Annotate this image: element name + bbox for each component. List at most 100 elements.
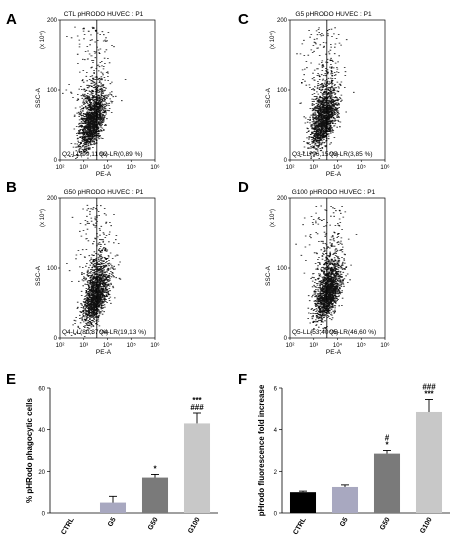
significance-marker: * [153,464,157,473]
category-label: G5 [339,516,350,528]
x-axis-label: PE-A [326,349,342,356]
y-tick-label: 200 [277,196,288,202]
category-label: CTRL [292,516,308,536]
panel-letter: C [238,11,249,28]
bar [99,502,127,513]
panel-letter: E [6,371,16,388]
y-tick-label: 0 [42,512,46,518]
x-tick-label: 10⁴ [333,342,343,349]
category-label: CTRL [60,516,76,536]
category-label: G50 [379,516,392,531]
x-tick-label: 10² [56,343,65,349]
bar [331,486,359,513]
y-tick-label: 200 [47,196,58,202]
plot-title: G50 pHRODO HUVEC : P1 [64,189,144,196]
category-label: G100 [187,516,202,534]
plot-title: CTL pHRODO HUVEC : P1 [64,11,144,18]
x-tick-label: 10⁵ [127,342,137,349]
y-tick-label: 60 [38,387,45,393]
y-axis-exponent: (x 10⁴) [269,209,276,227]
x-tick-label: 10⁶ [150,164,160,171]
y-tick-label: 40 [38,428,45,434]
flow-panel-c: C G5 pHRODO HUVEC : P1 Q3-LL(96,15 %)Q3-LR… [238,11,390,178]
x-axis-label: PE-A [96,171,112,178]
panel-letter: D [238,179,249,196]
bar [183,423,211,513]
x-tick-label: 10³ [79,165,88,171]
x-tick-label: 10² [286,165,295,171]
y-axis-label: SSC-A [265,265,272,286]
category-label: G50 [147,516,160,531]
y-tick-label: 2 [274,470,278,476]
x-tick-label: 10⁴ [103,342,113,349]
significance-marker: *** [192,396,202,405]
y-tick-label: 0 [284,336,288,342]
x-tick-label: 10⁴ [333,164,343,171]
y-axis-exponent: (x 10⁴) [39,209,46,227]
x-tick-label: 10⁵ [357,342,367,349]
bar [141,477,169,513]
plot-title: G5 pHRODO HUVEC : P1 [295,11,372,18]
significance-marker: ### [190,403,204,412]
y-axis-label: % pHRodo phagocytic cells [25,397,34,502]
flow-panel-b: B G50 pHRODO HUVEC : P1 Q4-LL(80,87 %)Q4-L… [6,179,160,356]
y-axis-label: SSC-A [35,265,42,286]
significance-marker: ### [422,382,436,391]
y-axis-label: SSC-A [265,87,272,108]
y-axis-label: SSC-A [35,87,42,108]
y-tick-label: 4 [274,428,278,434]
y-tick-label: 200 [277,18,288,24]
y-axis-label: pHrodo fluorescence fold increase [257,384,266,516]
quadrant-ll-label: Q3-LL(96,15 %) [292,151,338,158]
quadrant-lr-label: Q4-LR(19,13 %) [99,329,146,336]
plot-frame [289,19,386,161]
x-tick-label: 10⁶ [380,342,390,349]
quadrant-ll-label: Q4-LL(80,87 %) [62,329,108,336]
x-tick-label: 10⁶ [150,342,160,349]
scatter-dots [66,204,122,337]
x-tick-label: 10³ [309,165,318,171]
scatter-dots [296,27,355,159]
scatter-dots [295,205,358,333]
flow-panel-a: A CTL pHRODO HUVEC : P1 Q2-LL(99,11 %)Q2-L… [6,11,160,178]
panel-letter: A [6,11,17,28]
category-label: G5 [107,516,118,528]
bar [373,453,401,513]
quadrant-lr-label: Q5-LR(46,60 %) [329,329,376,336]
panel-letter: F [238,371,247,388]
y-tick-label: 0 [274,512,278,518]
x-tick-label: 10⁶ [380,164,390,171]
plot-frame [289,197,386,339]
y-tick-label: 0 [284,158,288,164]
x-tick-label: 10³ [79,343,88,349]
y-tick-label: 6 [274,387,278,393]
x-tick-label: 10³ [309,343,318,349]
x-tick-label: 10⁴ [103,164,113,171]
y-tick-label: 100 [277,88,288,94]
x-axis-label: PE-A [326,171,342,178]
x-tick-label: 10² [286,343,295,349]
significance-marker: # [385,434,390,443]
plot-title: G100 pHRODO HUVEC : P1 [292,189,376,196]
bar [289,492,317,513]
y-tick-label: 100 [277,266,288,272]
significance-marker: * [385,441,389,450]
y-tick-label: 0 [54,336,58,342]
quadrant-lr-label: Q3-LR(3,85 %) [329,151,373,158]
x-tick-label: 10² [56,165,65,171]
flow-panel-d: D G100 pHRODO HUVEC : P1 Q5-LL(53,40 %)Q5-… [238,179,390,356]
y-tick-label: 200 [47,18,58,24]
y-axis-exponent: (x 10⁴) [269,31,276,49]
y-axis-exponent: (x 10⁴) [39,31,46,49]
quadrant-ll-label: Q5-LL(53,40 %) [292,329,338,336]
scatter-dots [62,26,127,159]
y-tick-label: 100 [47,266,58,272]
quadrant-ll-label: Q2-LL(99,11 %) [62,151,108,158]
x-axis-label: PE-A [96,349,112,356]
y-tick-label: 0 [54,158,58,164]
x-tick-label: 10⁵ [127,164,137,171]
bar-chart-f: F 0 2 4 6 pHrodo fluorescence fold increase CT… [238,371,450,536]
panel-letter: B [6,179,17,196]
significance-marker: *** [424,389,434,398]
